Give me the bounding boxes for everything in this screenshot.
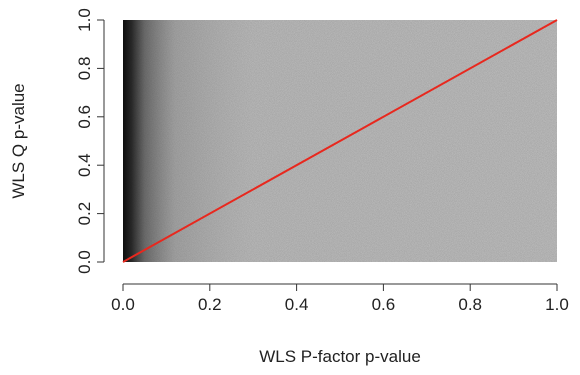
- x-axis-label: WLS P-factor p-value: [259, 347, 421, 366]
- y-tick-label: 0.8: [75, 57, 94, 81]
- y-axis-ticks: 0.0 0.2 0.4 0.6 0.8 1.0: [75, 8, 104, 274]
- plot-area: [122, 19, 558, 263]
- x-tick-label: 0.6: [372, 295, 396, 314]
- y-axis-label: WLS Q p-value: [9, 83, 28, 198]
- y-tick-label: 0.6: [75, 105, 94, 129]
- y-tick-label: 1.0: [75, 8, 94, 32]
- y-tick-label: 0.0: [75, 250, 94, 274]
- reference-line: [122, 19, 558, 263]
- x-tick-label: 1.0: [545, 295, 569, 314]
- x-axis-ticks: 0.0 0.2 0.4 0.6 0.8 1.0: [111, 284, 569, 314]
- y-tick-label: 0.2: [75, 202, 94, 226]
- x-tick-label: 0.8: [458, 295, 482, 314]
- axes: [103, 20, 557, 285]
- x-tick-label: 0.0: [111, 295, 135, 314]
- x-tick-label: 0.2: [198, 295, 222, 314]
- y-tick-label: 0.4: [75, 153, 94, 177]
- x-tick-label: 0.4: [285, 295, 309, 314]
